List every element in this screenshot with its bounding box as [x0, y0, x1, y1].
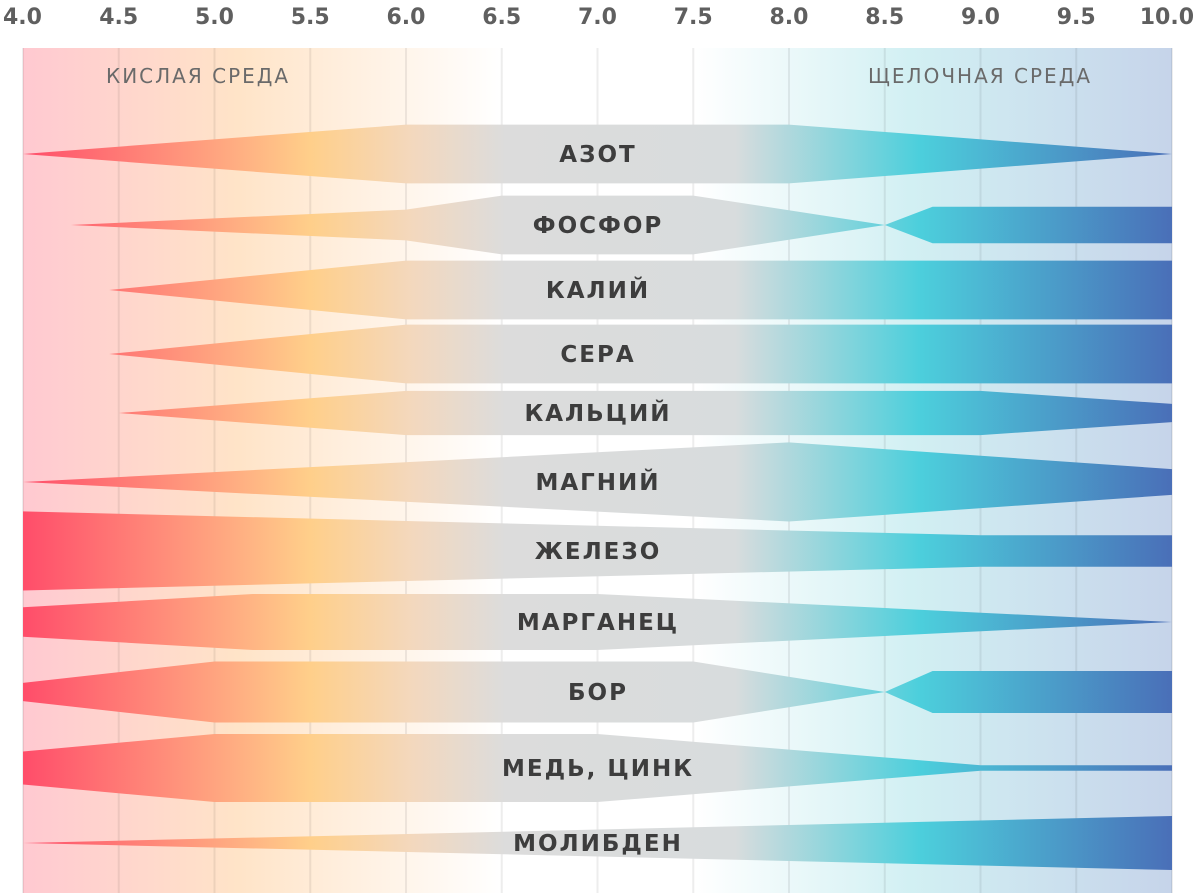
nutrient-band [118, 390, 1172, 436]
nutrient-band [23, 734, 1172, 802]
x-tick-label: 4.0 [3, 5, 42, 30]
nutrient-label: БОР [568, 680, 628, 706]
x-tick-label: 8.0 [770, 5, 809, 30]
nutrient-labels: АЗОТ ФОСФОР КАЛИЙ СЕРА КАЛЬЦИЙ МАГНИЙ ЖЕЛЕЗО МА… [502, 142, 694, 857]
nutrient-label: КАЛИЙ [546, 276, 650, 304]
nutrient-label: КАЛЬЦИЙ [524, 399, 671, 427]
x-tick-label: 6.5 [482, 5, 521, 30]
nutrient-bands [23, 124, 1173, 870]
nutrient-label: МЕДЬ, ЦИНК [502, 756, 694, 782]
alkaline-zone-label: ЩЕЛОЧНАЯ СРЕДА [868, 64, 1092, 88]
nutrient-band [109, 260, 1173, 320]
nutrient-label: МАРГАНЕЦ [517, 610, 679, 636]
nutrient-band [23, 661, 1172, 723]
nutrient-band [23, 511, 1172, 591]
x-tick-label: 5.5 [291, 5, 330, 30]
x-tick-label: 5.0 [195, 5, 234, 30]
x-tick-label: 9.5 [1057, 5, 1096, 30]
nutrient-band [23, 124, 1172, 184]
nutrient-label: АЗОТ [559, 142, 636, 168]
acid-zone-label: КИСЛАЯ СРЕДА [106, 64, 290, 88]
nutrient-label: МОЛИБДЕН [513, 831, 683, 857]
x-tick-label: 6.0 [387, 5, 426, 30]
nutrient-label: ФОСФОР [533, 213, 663, 239]
x-tick-label: 10.0 [1140, 5, 1194, 30]
x-tick-label: 7.5 [674, 5, 713, 30]
x-tick-label: 4.5 [99, 5, 138, 30]
nutrient-label: СЕРА [560, 342, 635, 368]
nutrient-band [23, 442, 1172, 522]
nutrient-band [23, 816, 1172, 870]
x-tick-label: 8.5 [865, 5, 904, 30]
nutrient-label: МАГНИЙ [535, 468, 660, 496]
nutrient-band [23, 594, 1172, 650]
nutrient-band [70, 195, 1172, 255]
x-tick-label: 9.0 [961, 5, 1000, 30]
nutrient-label: ЖЕЛЕЗО [535, 539, 662, 565]
nutrient-band [109, 324, 1173, 384]
x-tick-label: 7.0 [578, 5, 617, 30]
x-axis-ticks: 4.0 4.5 5.0 5.5 6.0 6.5 7.0 7.5 8.0 8.5 9.0 9.5 10.0 [3, 5, 1194, 30]
